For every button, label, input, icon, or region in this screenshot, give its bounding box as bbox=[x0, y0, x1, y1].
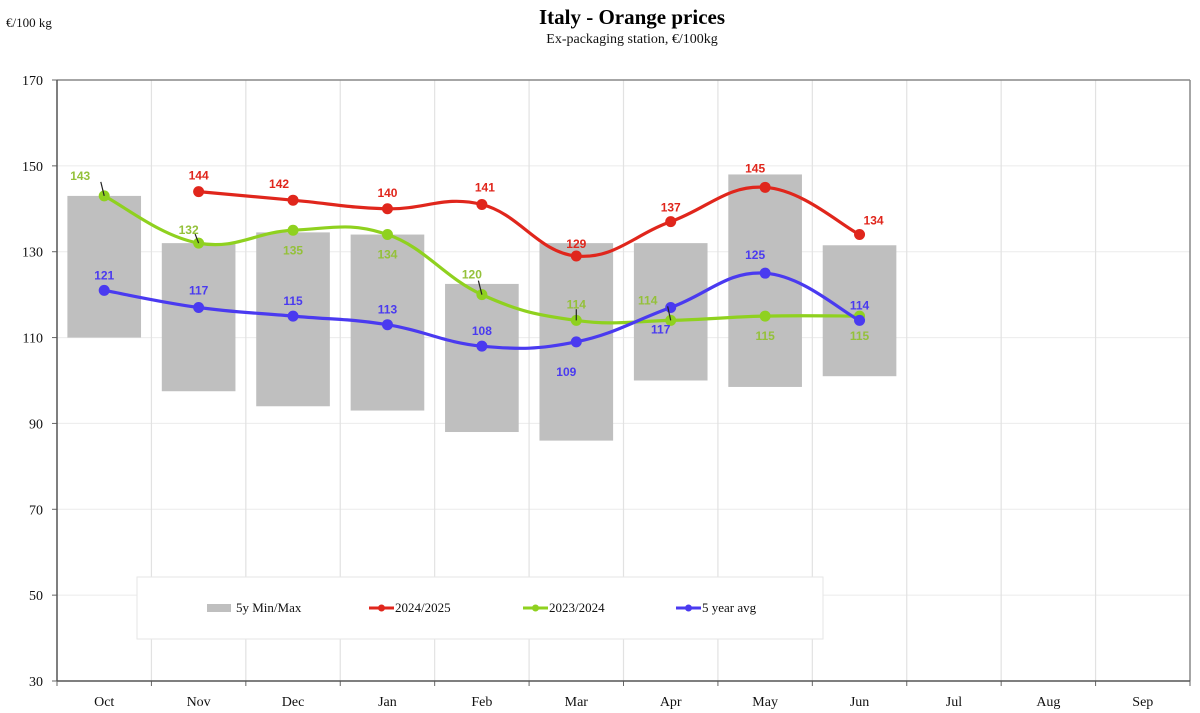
legend-marker-5-year-avg bbox=[685, 604, 692, 612]
chart-title: Italy - Orange prices bbox=[539, 5, 725, 29]
series-5-year-avg-marker bbox=[287, 310, 299, 322]
label-leader-line bbox=[667, 306, 672, 321]
x-tick-label: Jul bbox=[946, 695, 962, 710]
label-leader-line bbox=[100, 181, 105, 197]
label-leader-line bbox=[477, 280, 483, 295]
series-5-year-avg-marker bbox=[476, 340, 488, 352]
series-2024-2025-marker bbox=[287, 194, 299, 206]
series-5-year-avg-data-label: 117 bbox=[189, 284, 209, 298]
series-5-year-avg-data-label: 117 bbox=[651, 323, 671, 337]
min-max-bar bbox=[728, 174, 802, 387]
min-max-bar bbox=[445, 283, 519, 433]
y-tick-label: 150 bbox=[22, 160, 43, 175]
series-2024-2025-marker bbox=[854, 229, 866, 241]
x-tick-label: May bbox=[752, 695, 778, 710]
series-2023-2024-data-label: 143 bbox=[70, 169, 90, 183]
y-axis-unit-label: €/100 kg bbox=[6, 15, 52, 30]
x-tick-label: Nov bbox=[187, 695, 211, 710]
series-2023-2024-marker bbox=[381, 229, 393, 241]
series-5-year-avg-data-label: 108 bbox=[472, 324, 492, 338]
series-2024-2025-line bbox=[197, 185, 862, 258]
series-2024-2025-marker bbox=[570, 250, 582, 262]
series-2024-2025-marker bbox=[476, 198, 488, 210]
min-max-bar bbox=[161, 243, 236, 392]
x-tick-label: Aug bbox=[1036, 695, 1060, 710]
legend-label-5-year-avg: 5 year avg bbox=[702, 600, 757, 615]
y-tick-label: 170 bbox=[22, 74, 43, 89]
legend-label-2023-2024: 2023/2024 bbox=[549, 600, 605, 615]
y-tick-label: 30 bbox=[29, 675, 43, 690]
legend-label-2024-2025: 2024/2025 bbox=[395, 600, 451, 615]
legend-marker-2023-2024 bbox=[532, 604, 539, 612]
legend-label-range: 5y Min/Max bbox=[236, 600, 302, 615]
series-2024-2025-data-label: 134 bbox=[864, 214, 884, 228]
series-5-year-avg-marker bbox=[665, 302, 677, 314]
series-2024-2025-marker bbox=[381, 203, 393, 215]
series-5-year-avg-marker bbox=[570, 336, 582, 348]
x-tick-label: Dec bbox=[282, 695, 305, 710]
axes: 30 50 70 90 110 130 150 170 Oct Nov Dec Jan Feb Mar Ap… bbox=[22, 74, 1191, 710]
y-tick-label: 70 bbox=[29, 503, 43, 518]
x-tick-label: Feb bbox=[471, 695, 492, 710]
series-5-year-avg-marker bbox=[854, 314, 866, 326]
series-2024-2025-data-label: 145 bbox=[745, 161, 765, 175]
series-2023-2024-line bbox=[102, 194, 862, 325]
series-2023-2024-data-label: 114 bbox=[567, 297, 587, 311]
series-2024-2025-data-label: 141 bbox=[475, 180, 495, 194]
series-5-year-avg-data-label: 125 bbox=[745, 248, 765, 262]
series-2024-2025-marker bbox=[759, 181, 771, 193]
series-2024-2025-marker bbox=[665, 216, 677, 228]
min-max-bar bbox=[67, 195, 142, 338]
series-2023-2024-data-label: 115 bbox=[850, 329, 870, 343]
series-5-year-avg-marker bbox=[193, 302, 205, 314]
series-5-year-avg-marker bbox=[98, 284, 110, 296]
y-tick-label: 130 bbox=[22, 246, 43, 261]
legend-swatch-range bbox=[207, 604, 231, 612]
series-2023-2024-data-label: 132 bbox=[179, 223, 199, 237]
series-2024-2025-marker bbox=[193, 186, 205, 198]
series-2023-2024-data-label: 135 bbox=[283, 243, 303, 257]
series-5-year-avg-data-label: 113 bbox=[378, 303, 398, 317]
y-tick-label: 110 bbox=[23, 332, 43, 347]
series-5-year-avg-marker bbox=[759, 267, 771, 279]
series-5-year-avg-data-label: 115 bbox=[283, 294, 303, 308]
series-2024-2025-data-label: 140 bbox=[377, 186, 397, 200]
chart-subtitle: Ex-packaging station, €/100kg bbox=[546, 32, 717, 47]
series-2023-2024-data-label: 120 bbox=[462, 268, 482, 282]
series-2023-2024-data-label: 134 bbox=[377, 248, 397, 262]
series-5-year-avg-data-label: 121 bbox=[94, 268, 114, 282]
series-lines bbox=[98, 181, 866, 352]
x-tick-label: Apr bbox=[660, 695, 682, 710]
series-2024-2025-data-label: 129 bbox=[566, 237, 586, 251]
y-tick-label: 50 bbox=[29, 589, 43, 604]
series-2024-2025-data-label: 137 bbox=[661, 201, 681, 215]
x-tick-label: Sep bbox=[1132, 695, 1153, 710]
series-2023-2024-marker bbox=[287, 224, 299, 236]
series-2023-2024-data-label: 115 bbox=[755, 329, 775, 343]
x-tick-label: Oct bbox=[94, 695, 114, 710]
legend-box bbox=[136, 576, 824, 640]
data-labels: 144 142 140 141 129 137 145 134 143 132 135 134 120 1… bbox=[70, 161, 884, 379]
series-5-year-avg-data-label: 114 bbox=[850, 298, 870, 312]
series-2023-2024-data-label: 114 bbox=[638, 293, 658, 307]
x-tick-label: Jan bbox=[378, 695, 397, 710]
series-5-year-avg-data-label: 109 bbox=[556, 365, 576, 379]
x-tick-label: Mar bbox=[565, 695, 589, 710]
series-2024-2025-data-label: 142 bbox=[269, 177, 289, 191]
series-5-year-avg-marker bbox=[381, 319, 393, 331]
legend-marker-2024-2025 bbox=[378, 604, 385, 612]
y-tick-label: 90 bbox=[29, 417, 43, 432]
series-2024-2025-data-label: 144 bbox=[189, 169, 209, 183]
min-max-bars bbox=[67, 174, 897, 441]
series-2023-2024-marker bbox=[759, 310, 771, 322]
x-tick-label: Jun bbox=[850, 695, 869, 710]
label-leader-line bbox=[194, 233, 200, 244]
legend: 5y Min/Max 2024/2025 2023/2024 5 year av… bbox=[136, 576, 824, 640]
